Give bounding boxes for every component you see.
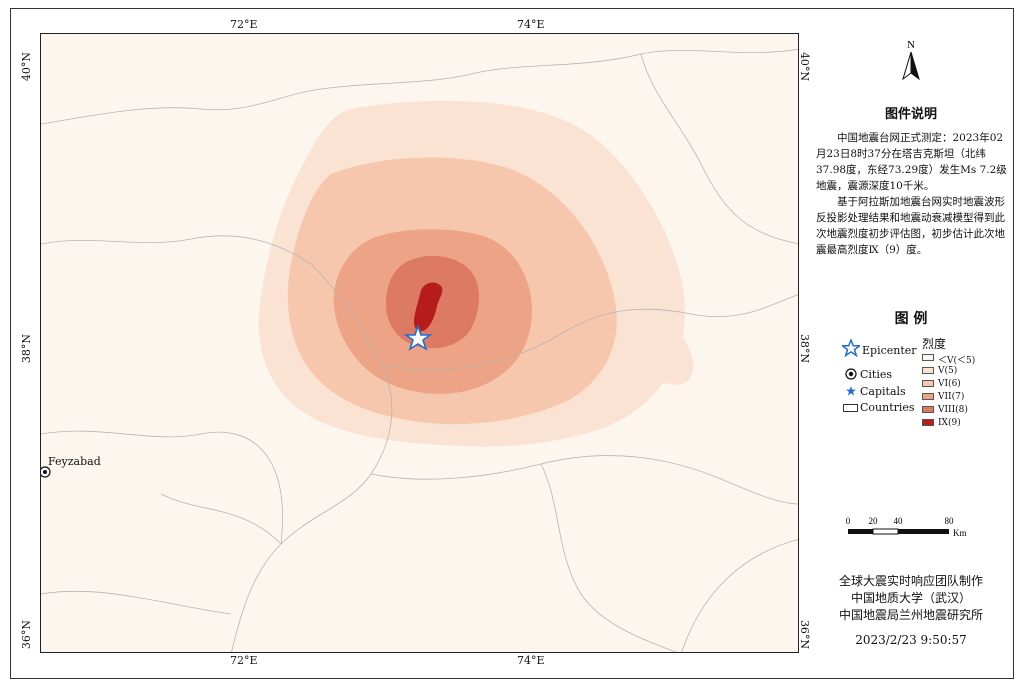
- legend-epicenter-label: Epicenter: [862, 344, 917, 357]
- north-arrow-icon: N: [902, 39, 920, 81]
- legend-title: 图 例: [894, 311, 928, 327]
- scale-label: 40: [894, 516, 904, 526]
- description-text: 中国地震台网正式测定：2023年02月23日8时37分在塔吉克斯坦（北纬37.9…: [816, 130, 1012, 258]
- intensity-map[interactable]: [40, 33, 799, 653]
- intensity-swatch-label: VIII(8): [938, 405, 968, 415]
- top-lon-label: 72°E: [230, 18, 258, 31]
- timestamp: 2023/2/23 9:50:57: [855, 633, 967, 647]
- intensity-swatch: [922, 367, 934, 374]
- description-paragraph-1: 中国地震台网正式测定：2023年02月23日8时37分在塔吉克斯坦（北纬37.9…: [816, 132, 1007, 192]
- scale-label: 20: [869, 516, 879, 526]
- legend-capitals-label: Capitals: [860, 385, 906, 398]
- intensity-swatch: [922, 393, 934, 400]
- legend-cities-label: Cities: [860, 368, 893, 381]
- intensity-swatch-label: VI(6): [938, 379, 961, 389]
- intensity-swatch: [922, 406, 934, 413]
- left-lat-label: 40°N: [20, 51, 34, 82]
- bottom-lon-label: 72°E: [230, 654, 258, 667]
- intensity-swatch: [922, 354, 934, 361]
- map-frame: [10, 8, 1014, 679]
- top-lon-label: 74°E: [517, 18, 545, 31]
- intensity-swatch-label: ＜V(＜5): [938, 356, 976, 366]
- country-boundaries: [41, 48, 798, 652]
- intensity-legend-title: 烈度: [922, 337, 947, 351]
- legend-panel: N 图件说明 中国地震台网正式测定：2023年02月23日8时37分在塔吉克斯坦…: [808, 33, 1014, 653]
- scale-label: 0: [846, 516, 851, 526]
- credit-line: 中国地震局兰州地震研究所: [838, 608, 983, 622]
- intensity-map-svg: [41, 34, 798, 652]
- legend-countries-label: Countries: [860, 401, 915, 414]
- epicenter-legend-icon: [842, 339, 860, 357]
- cities-legend-icon: [845, 368, 857, 380]
- intensity-swatch: [922, 419, 934, 426]
- intensity-swatch-label: VII(7): [938, 392, 965, 402]
- scale-bar: 0 20 40 80 Km: [846, 516, 967, 538]
- description-title: 图件说明: [884, 107, 937, 122]
- left-lat-label: 38°N: [20, 333, 34, 364]
- bottom-lon-label: 74°E: [517, 654, 545, 667]
- epicenter-star-icon: [403, 323, 433, 351]
- city-label-feyzabad: Feyzabad: [48, 455, 101, 468]
- intensity-swatch: [922, 380, 934, 387]
- epicenter-marker[interactable]: [403, 323, 433, 351]
- scale-label: 80: [945, 516, 955, 526]
- left-lat-label: 36°N: [20, 619, 34, 650]
- intensity-swatch-label: V(5): [938, 366, 958, 376]
- north-label: N: [907, 39, 915, 51]
- city-marker-feyzabad[interactable]: [41, 466, 51, 478]
- intensity-swatch-label: IX(9): [938, 418, 961, 428]
- intensity-9-zone: [413, 282, 443, 332]
- capitals-legend-icon: [846, 386, 856, 396]
- credit-line: 中国地质大学（武汉）: [850, 591, 971, 605]
- credit-line: 全球大震实时响应团队制作: [838, 574, 983, 588]
- credits: 全球大震实时响应团队制作 中国地质大学（武汉） 中国地震局兰州地震研究所: [808, 573, 1014, 624]
- description-paragraph-2: 基于阿拉斯加地震台网实时地震波形反投影处理结果和地震动衰减模型得到此次地震烈度初…: [816, 196, 1005, 256]
- scale-unit: Km: [953, 528, 967, 538]
- countries-legend-icon: [843, 404, 858, 412]
